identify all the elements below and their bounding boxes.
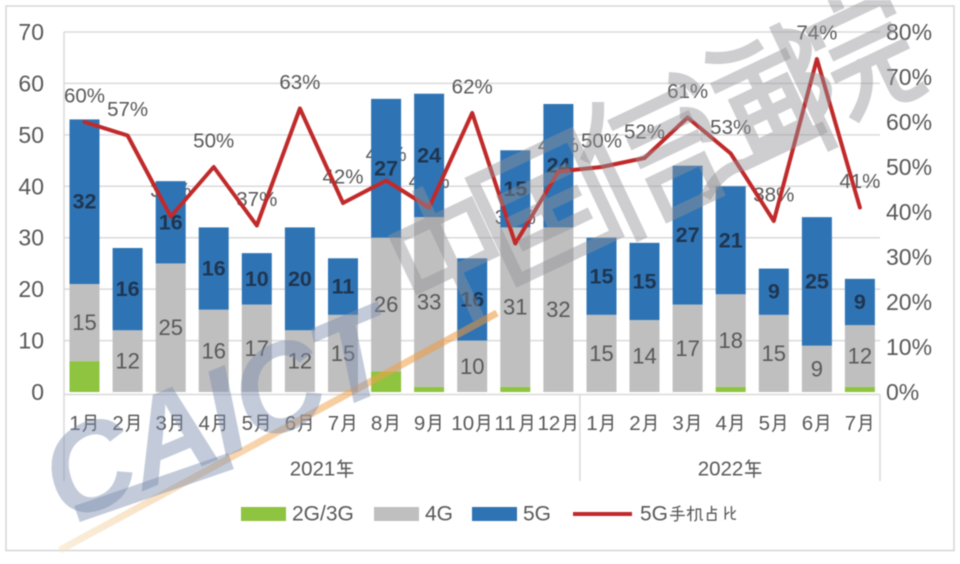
svg-text:32: 32 [73,190,97,214]
svg-text:2: 2 [112,412,123,435]
svg-text:20%: 20% [886,289,932,315]
svg-text:10%: 10% [886,334,932,360]
svg-text:20: 20 [18,276,44,302]
svg-text:12: 12 [848,344,872,369]
svg-text:10: 10 [18,328,44,354]
svg-text:60: 60 [18,70,44,96]
svg-text:0%: 0% [886,379,919,405]
svg-text:5: 5 [759,412,770,435]
svg-text:12: 12 [538,412,561,435]
svg-text:10: 10 [451,412,474,435]
svg-text:1: 1 [69,412,80,435]
svg-text:62%: 62% [452,76,493,99]
svg-text:63%: 63% [279,71,320,94]
svg-text:3: 3 [156,412,167,435]
svg-text:60%: 60% [64,85,105,108]
svg-text:30: 30 [18,225,44,251]
svg-text:33: 33 [417,290,441,315]
svg-text:27: 27 [676,223,700,247]
svg-text:70: 70 [18,19,44,45]
svg-text:10: 10 [245,267,269,291]
svg-text:25: 25 [805,269,829,293]
svg-text:9: 9 [414,412,425,435]
svg-text:20: 20 [288,267,312,291]
svg-text:15: 15 [633,269,657,293]
svg-text:15: 15 [762,341,786,366]
svg-text:3: 3 [672,412,683,435]
svg-text:50%: 50% [886,154,932,180]
svg-text:15: 15 [72,310,96,335]
svg-text:57%: 57% [107,98,148,121]
svg-text:9: 9 [854,290,866,314]
svg-text:16: 16 [201,338,225,363]
svg-text:16: 16 [116,277,140,301]
svg-text:4: 4 [199,412,210,435]
svg-text:5G: 5G [523,503,551,526]
svg-text:32: 32 [546,297,570,322]
svg-text:41%: 41% [839,170,880,193]
svg-text:60%: 60% [886,109,932,135]
svg-text:0: 0 [31,379,44,405]
svg-text:27: 27 [374,156,398,180]
svg-text:14: 14 [632,344,656,369]
svg-text:4: 4 [716,412,727,435]
svg-text:10: 10 [460,354,484,379]
svg-text:12: 12 [288,349,312,374]
svg-text:24: 24 [417,143,441,167]
svg-text:4G: 4G [425,503,453,526]
svg-text:12: 12 [115,349,139,374]
svg-text:5G: 5G [640,503,668,526]
svg-text:1: 1 [586,412,597,435]
svg-text:5: 5 [242,412,253,435]
svg-text:40%: 40% [886,199,932,225]
svg-text:15: 15 [331,341,355,366]
svg-text:11: 11 [494,412,515,435]
svg-text:15: 15 [589,341,613,366]
svg-text:16: 16 [202,257,226,281]
svg-text:11: 11 [332,275,355,299]
svg-text:21: 21 [719,228,743,252]
svg-text:9: 9 [768,280,780,304]
svg-text:15: 15 [590,264,614,288]
svg-text:6: 6 [802,412,813,435]
svg-text:17: 17 [245,336,269,361]
svg-text:50%: 50% [193,130,234,153]
svg-text:25: 25 [158,315,182,340]
svg-text:18: 18 [718,328,742,353]
svg-text:2G/3G: 2G/3G [292,503,354,526]
svg-text:40: 40 [18,173,44,199]
svg-text:9: 9 [811,356,823,381]
svg-text:7: 7 [845,412,856,435]
svg-text:2: 2 [629,412,640,435]
svg-text:7: 7 [328,412,339,435]
svg-text:50: 50 [18,122,44,148]
svg-text:26: 26 [374,292,398,317]
svg-text:30%: 30% [886,244,932,270]
svg-text:8: 8 [371,412,382,435]
svg-text:2022: 2022 [698,458,744,481]
svg-text:31: 31 [503,295,527,320]
svg-text:17: 17 [675,336,699,361]
svg-text:16: 16 [159,210,183,234]
svg-text:2021: 2021 [290,458,336,481]
